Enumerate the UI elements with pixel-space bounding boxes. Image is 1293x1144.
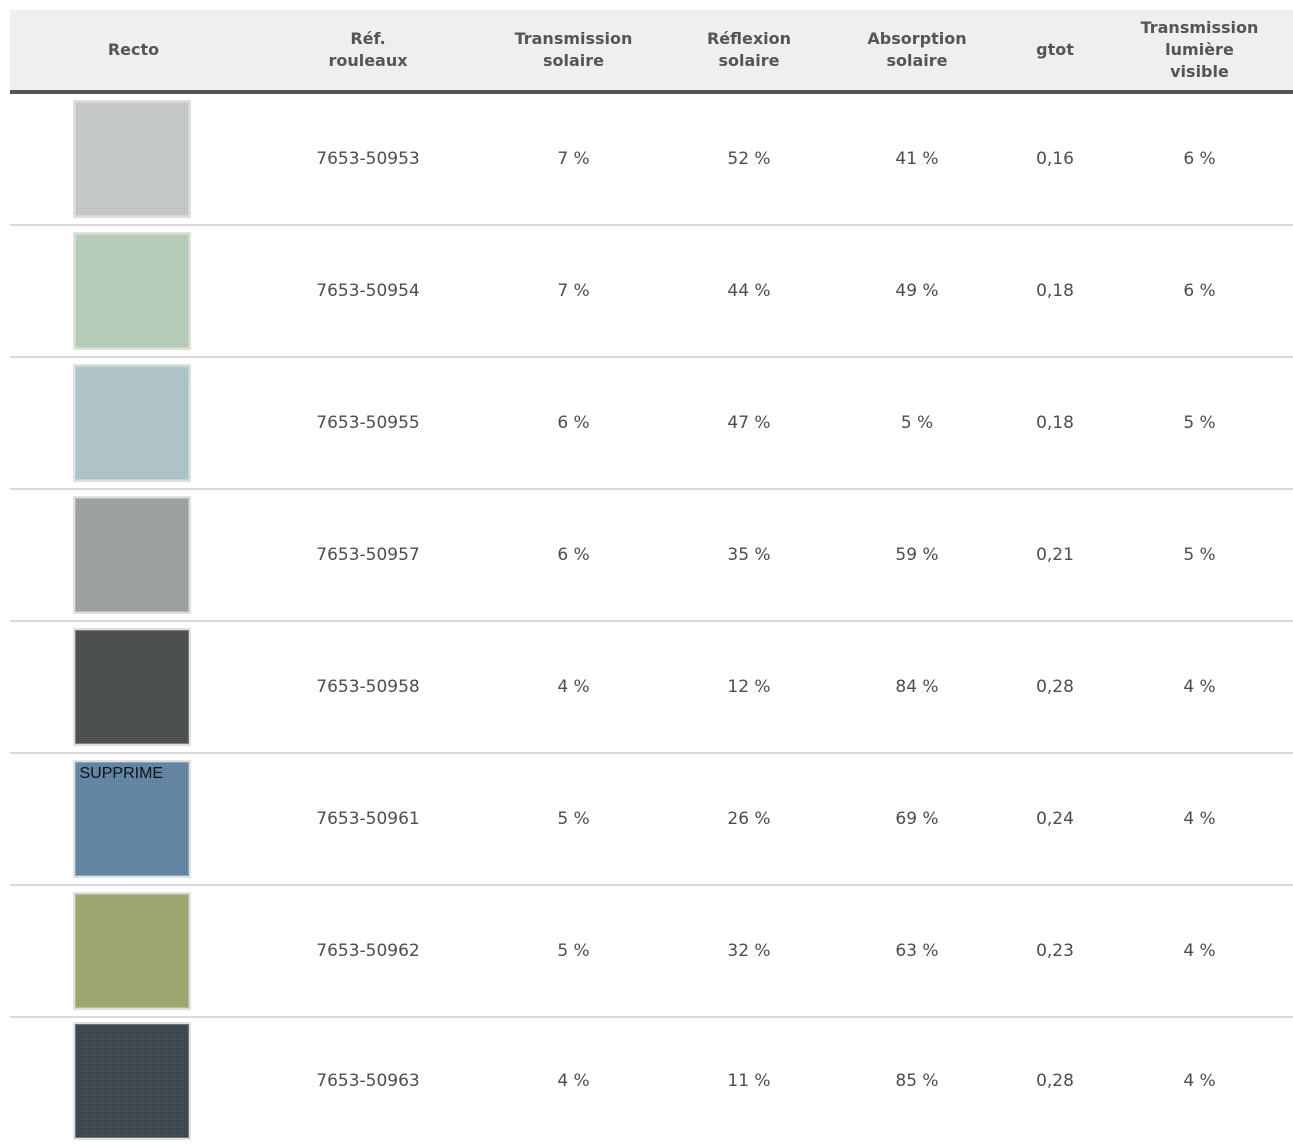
table-row: 7653-50955 6 % 47 % 5 % 0,18 5 % bbox=[10, 358, 1293, 490]
fabric-swatch-image bbox=[72, 100, 191, 218]
absorption-cell: 41 % bbox=[895, 149, 939, 169]
absorption-cell: 49 % bbox=[895, 281, 939, 301]
header-ref: Réf. rouleaux bbox=[328, 29, 408, 70]
table-row: SUPPRIME 7653-50961 5 % 26 % 69 % 0,24 4 % bbox=[10, 754, 1293, 886]
table-header: Recto Réf. rouleaux Transmission solaire… bbox=[10, 10, 1293, 94]
absorption-cell: 59 % bbox=[895, 545, 939, 565]
header-transmission: Transmission solaire bbox=[514, 29, 633, 70]
swatch-cell bbox=[10, 622, 257, 752]
swatch-cell bbox=[10, 886, 257, 1016]
visible-light-cell: 4 % bbox=[1183, 809, 1216, 829]
gtot-cell: 0,18 bbox=[1036, 281, 1074, 301]
table-row: 7653-50962 5 % 32 % 63 % 0,23 4 % bbox=[10, 886, 1293, 1018]
fabric-swatch-image bbox=[72, 892, 191, 1010]
header-reflexion: Réflexion solaire bbox=[706, 29, 792, 70]
transmission-cell: 4 % bbox=[557, 677, 590, 697]
ref-cell: 7653-50958 bbox=[316, 677, 420, 697]
table-body: 7653-50953 7 % 52 % 41 % 0,16 6 % 7653-50954 7 … bbox=[10, 94, 1293, 1144]
absorption-cell: 84 % bbox=[895, 677, 939, 697]
visible-light-cell: 6 % bbox=[1183, 149, 1216, 169]
gtot-cell: 0,16 bbox=[1036, 149, 1074, 169]
ref-cell: 7653-50955 bbox=[316, 413, 420, 433]
swatch-cell bbox=[10, 94, 257, 224]
reflexion-cell: 26 % bbox=[727, 809, 771, 829]
swatch-cell: SUPPRIME bbox=[10, 754, 257, 884]
ref-cell: 7653-50954 bbox=[316, 281, 420, 301]
swatch-cell bbox=[10, 1018, 257, 1144]
swatch-label: SUPPRIME bbox=[79, 765, 164, 782]
swatch-cell bbox=[10, 226, 257, 356]
absorption-cell: 69 % bbox=[895, 809, 939, 829]
ref-cell: 7653-50953 bbox=[316, 149, 420, 169]
gtot-cell: 0,21 bbox=[1036, 545, 1074, 565]
swatch-cell bbox=[10, 358, 257, 488]
table-row: 7653-50957 6 % 35 % 59 % 0,21 5 % bbox=[10, 490, 1293, 622]
ref-cell: 7653-50962 bbox=[316, 941, 420, 961]
ref-cell: 7653-50961 bbox=[316, 809, 420, 829]
transmission-cell: 4 % bbox=[557, 1071, 590, 1091]
absorption-cell: 85 % bbox=[895, 1071, 939, 1091]
gtot-cell: 0,18 bbox=[1036, 413, 1074, 433]
ref-cell: 7653-50963 bbox=[316, 1071, 420, 1091]
reflexion-cell: 32 % bbox=[727, 941, 771, 961]
visible-light-cell: 4 % bbox=[1183, 677, 1216, 697]
transmission-cell: 5 % bbox=[557, 941, 590, 961]
visible-light-cell: 5 % bbox=[1183, 545, 1216, 565]
visible-light-cell: 6 % bbox=[1183, 281, 1216, 301]
transmission-cell: 5 % bbox=[557, 809, 590, 829]
gtot-cell: 0,28 bbox=[1036, 677, 1074, 697]
gtot-cell: 0,23 bbox=[1036, 941, 1074, 961]
table-row: 7653-50963 4 % 11 % 85 % 0,28 4 % bbox=[10, 1018, 1293, 1144]
table-row: 7653-50958 4 % 12 % 84 % 0,28 4 % bbox=[10, 622, 1293, 754]
reflexion-cell: 47 % bbox=[727, 413, 771, 433]
fabric-swatch-image bbox=[72, 364, 191, 482]
reflexion-cell: 12 % bbox=[727, 677, 771, 697]
visible-light-cell: 4 % bbox=[1183, 941, 1216, 961]
reflexion-cell: 35 % bbox=[727, 545, 771, 565]
absorption-cell: 5 % bbox=[900, 413, 934, 433]
gtot-cell: 0,28 bbox=[1036, 1071, 1074, 1091]
header-recto: Recto bbox=[107, 40, 160, 59]
transmission-cell: 6 % bbox=[557, 545, 590, 565]
fabric-swatch-image bbox=[72, 496, 191, 614]
fabric-data-table: Recto Réf. rouleaux Transmission solaire… bbox=[10, 10, 1293, 1144]
fabric-swatch-image bbox=[72, 628, 191, 746]
fabric-swatch-image: SUPPRIME bbox=[72, 760, 191, 878]
gtot-cell: 0,24 bbox=[1036, 809, 1074, 829]
ref-cell: 7653-50957 bbox=[316, 545, 420, 565]
transmission-cell: 7 % bbox=[557, 149, 590, 169]
transmission-cell: 7 % bbox=[557, 281, 590, 301]
table-row: 7653-50954 7 % 44 % 49 % 0,18 6 % bbox=[10, 226, 1293, 358]
fabric-swatch-image bbox=[72, 1022, 191, 1140]
swatch-cell bbox=[10, 490, 257, 620]
header-absorption: Absorption solaire bbox=[867, 29, 967, 70]
transmission-cell: 6 % bbox=[557, 413, 590, 433]
header-gtot: gtot bbox=[1036, 40, 1074, 59]
absorption-cell: 63 % bbox=[895, 941, 939, 961]
reflexion-cell: 52 % bbox=[727, 149, 771, 169]
visible-light-cell: 4 % bbox=[1183, 1071, 1216, 1091]
header-visible: Transmission lumière visible bbox=[1140, 18, 1259, 81]
reflexion-cell: 11 % bbox=[727, 1071, 771, 1091]
reflexion-cell: 44 % bbox=[727, 281, 771, 301]
table-row: 7653-50953 7 % 52 % 41 % 0,16 6 % bbox=[10, 94, 1293, 226]
visible-light-cell: 5 % bbox=[1183, 413, 1216, 433]
fabric-swatch-image bbox=[72, 232, 191, 350]
